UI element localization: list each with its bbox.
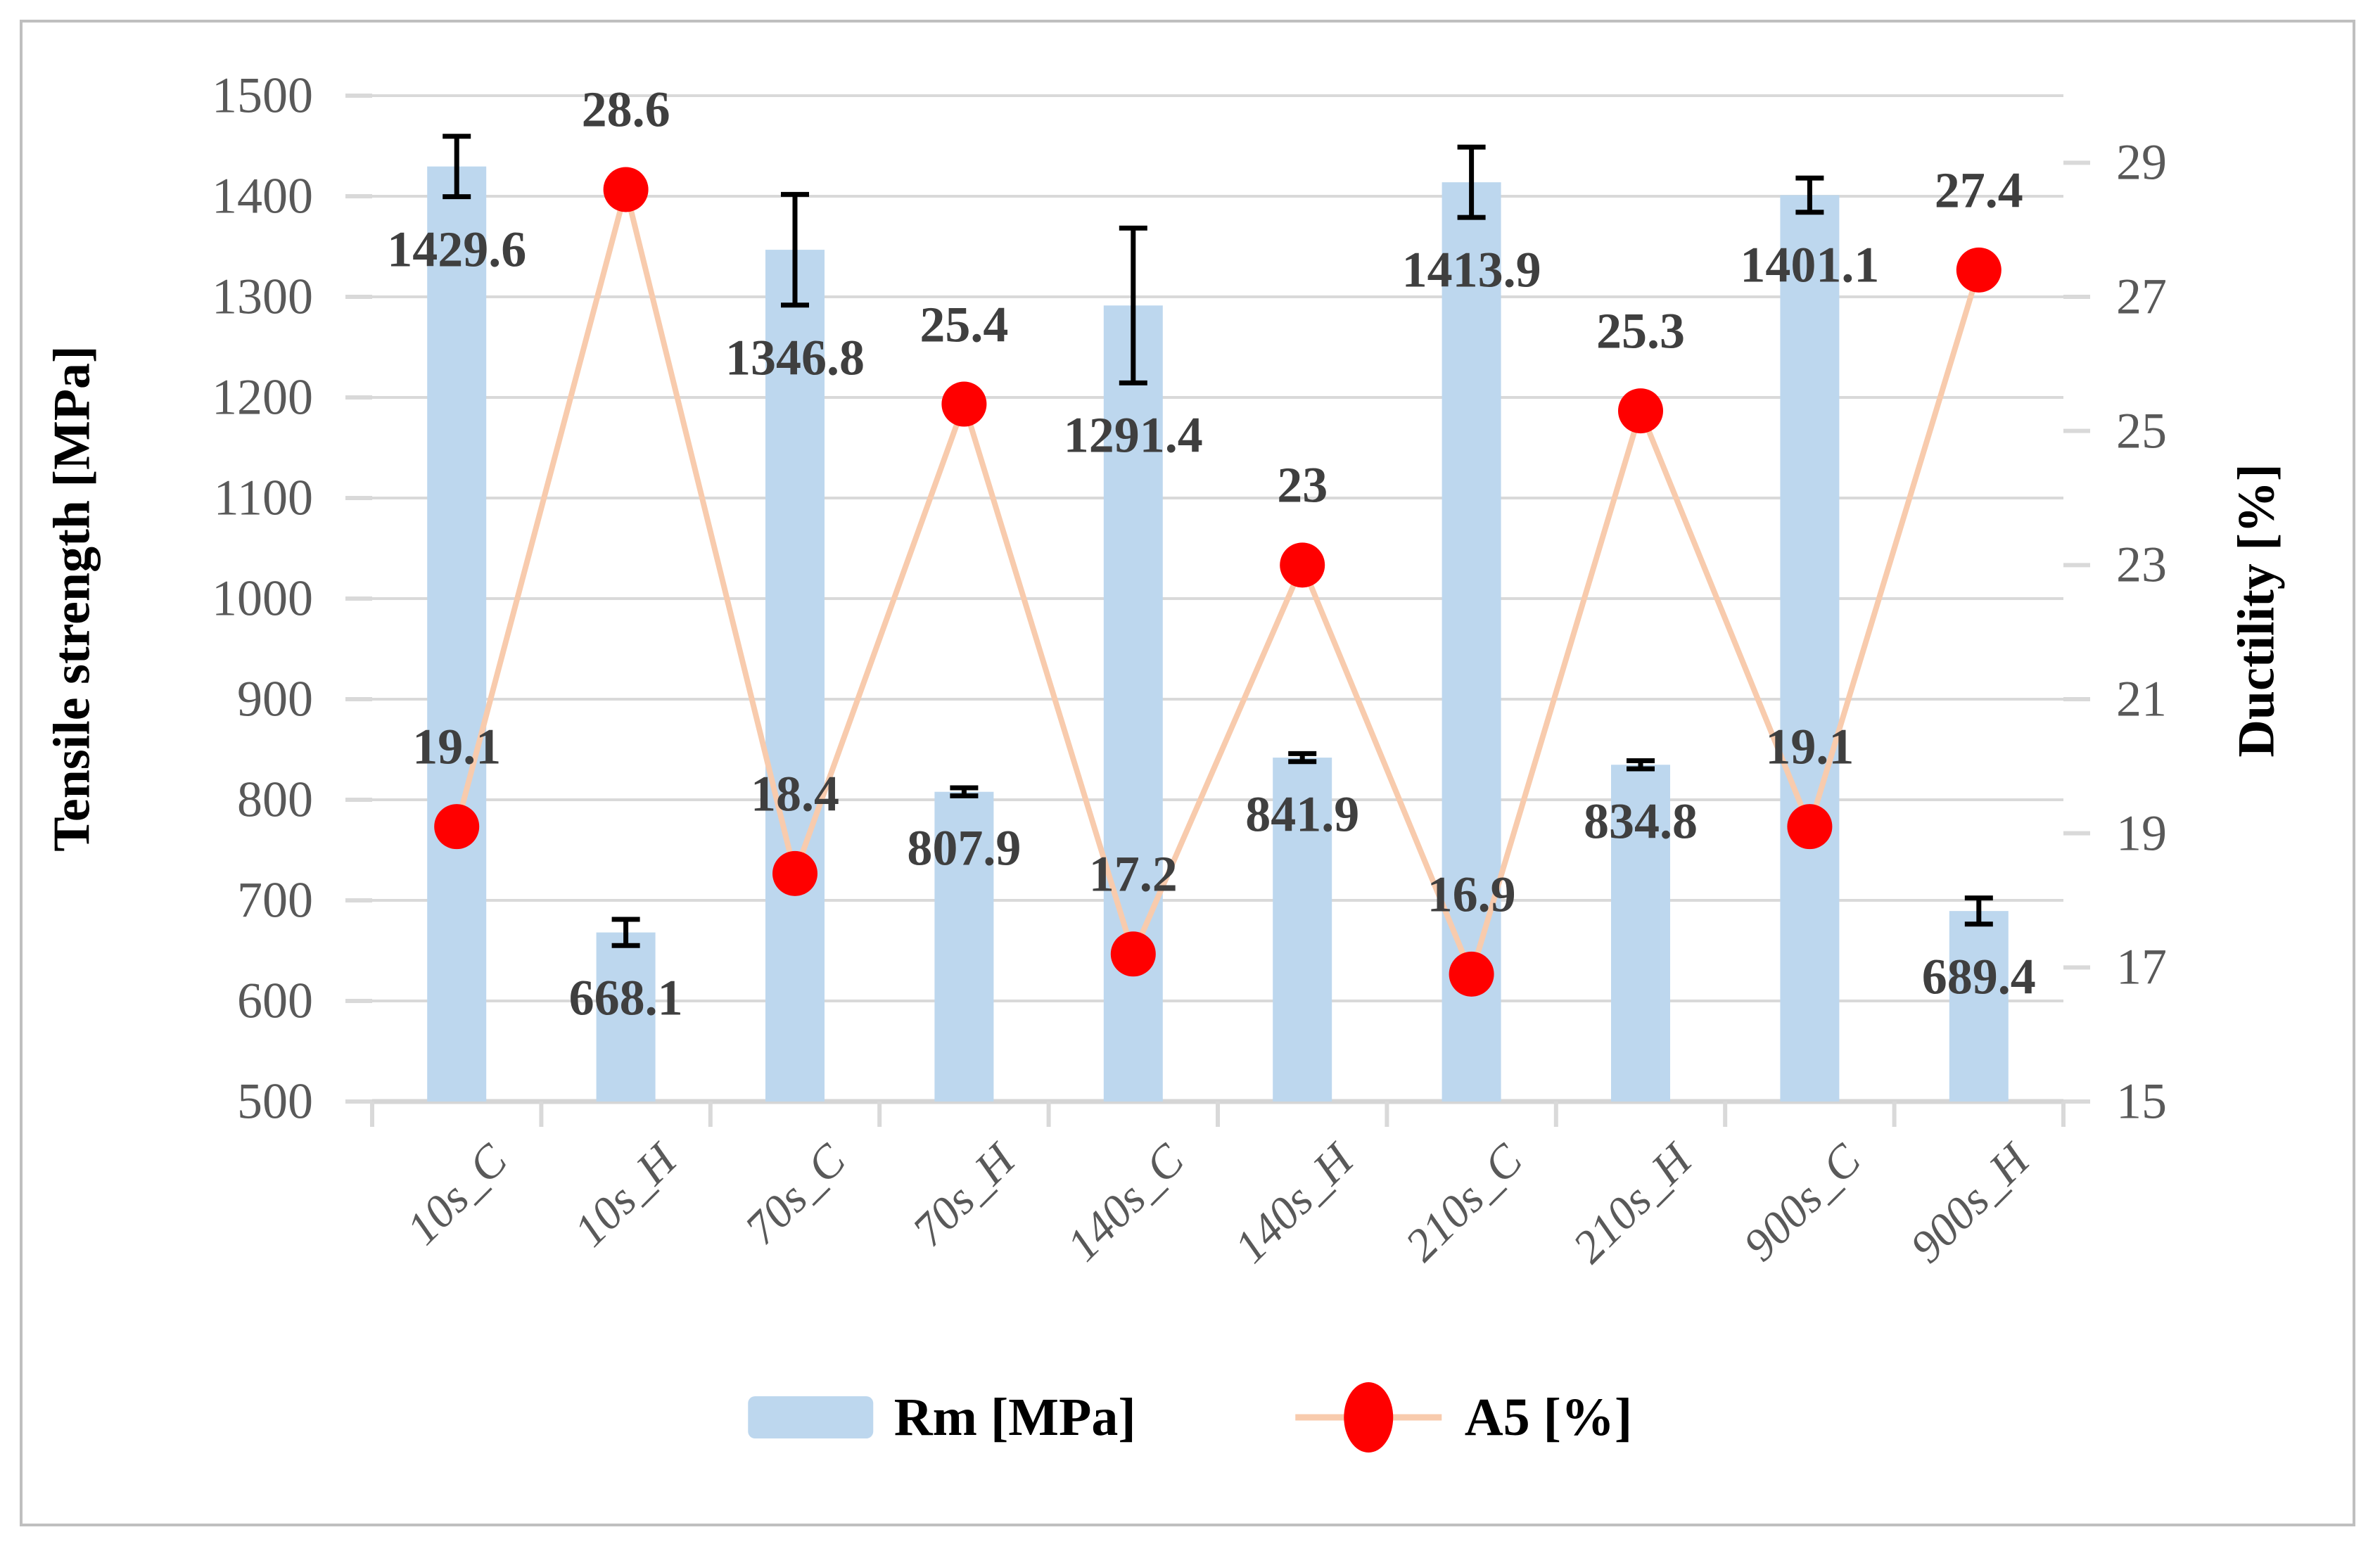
a5-data-label: 28.6	[581, 81, 670, 138]
bar-rm	[1780, 195, 1840, 1102]
right-axis-tick-label: 29	[2116, 134, 2167, 191]
a5-line	[454, 189, 1982, 983]
bar-rm	[1949, 911, 2009, 1102]
left-axis-tick-label: 800	[237, 771, 313, 828]
a5-marker	[1956, 247, 2002, 293]
left-axis-tick-label: 1300	[212, 268, 313, 325]
bar-rm	[1273, 758, 1332, 1102]
legend: Rm [MPa] A5 [%]	[747, 1380, 1633, 1455]
a5-data-label: 25.4	[919, 296, 1009, 353]
left-axis-tick-label: 1000	[212, 570, 313, 627]
left-axis-tick-label: 1200	[212, 369, 313, 426]
rm-data-label: 807.9	[907, 819, 1022, 876]
a5-marker	[603, 167, 649, 212]
a5-data-label: 16.9	[1427, 866, 1516, 923]
rm-series-swatch-icon	[747, 1396, 873, 1438]
right-axis-tick-label: 27	[2116, 268, 2167, 325]
left-axis-tick-label: 1500	[212, 67, 313, 124]
right-axis-tick-label: 19	[2116, 805, 2167, 862]
legend-item-rm: Rm [MPa]	[747, 1387, 1136, 1448]
a5-marker	[434, 804, 480, 850]
right-axis-tick-label: 23	[2116, 536, 2167, 593]
left-axis-title: Tensile strength [MPa]	[43, 345, 101, 852]
left-axis-tick-label: 700	[237, 872, 313, 928]
rm-data-label: 1429.6	[387, 221, 527, 278]
left-axis-tick-label: 900	[237, 670, 313, 727]
bar-rm	[596, 932, 656, 1102]
left-axis-tick-label: 1400	[212, 167, 313, 224]
a5-data-label: 19.1	[412, 718, 502, 775]
rm-data-label: 841.9	[1245, 786, 1360, 843]
chart-outer-border	[20, 20, 2355, 1526]
a5-data-label: 25.3	[1596, 302, 1685, 359]
a5-data-label: 23	[1277, 457, 1328, 513]
bar-rm	[1611, 765, 1670, 1102]
right-axis-tick-label: 17	[2116, 938, 2167, 995]
rm-data-label: 668.1	[568, 969, 683, 1026]
rm-data-label: 1413.9	[1401, 241, 1541, 298]
right-axis-tick-label: 21	[2116, 670, 2167, 727]
left-axis-tick-label: 500	[237, 1073, 313, 1130]
left-axis-tick-label: 600	[237, 972, 313, 1029]
rm-data-label: 834.8	[1584, 793, 1698, 850]
a5-marker	[1280, 542, 1325, 588]
right-axis-tick-label: 15	[2116, 1073, 2167, 1130]
a5-marker	[1618, 388, 1663, 434]
a5-data-label: 19.1	[1765, 718, 1854, 775]
rm-data-label: 1291.4	[1063, 407, 1203, 464]
a5-data-label: 18.4	[751, 765, 839, 822]
legend-label-a5: A5 [%]	[1464, 1387, 1633, 1447]
legend-label-rm: Rm [MPa]	[893, 1387, 1136, 1447]
bar-rm	[427, 166, 487, 1102]
rm-data-label: 1346.8	[725, 329, 865, 386]
a5-series-marker-icon	[1295, 1382, 1442, 1453]
a5-marker	[772, 850, 817, 896]
bar-rm	[765, 250, 825, 1102]
a5-marker	[1449, 951, 1494, 997]
right-axis-tick-label: 25	[2116, 402, 2167, 459]
bar-rm	[934, 791, 994, 1102]
a5-marker	[1110, 931, 1156, 977]
bar-rm	[1442, 182, 1501, 1102]
legend-item-a5: A5 [%]	[1294, 1380, 1633, 1455]
a5-marker	[1787, 804, 1833, 850]
right-axis-title: Ductility [%]	[2227, 464, 2286, 758]
a5-data-label: 17.2	[1088, 845, 1178, 902]
left-axis-tick-label: 1100	[213, 469, 313, 526]
a5-data-label: 27.4	[1934, 162, 2023, 219]
rm-data-label: 689.4	[1921, 948, 2036, 1005]
rm-data-label: 1401.1	[1740, 236, 1880, 293]
a5-marker	[941, 381, 987, 427]
